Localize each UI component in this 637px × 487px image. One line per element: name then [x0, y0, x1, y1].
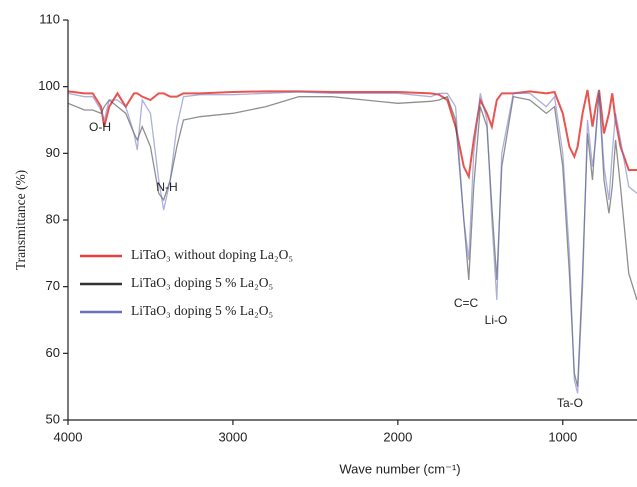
- y-tick-label: 60: [46, 345, 60, 360]
- legend-label: LiTaO₃ doping 5 % La₂O₅: [131, 303, 273, 318]
- legend-label: LiTaO₃ without doping La₂O₅: [131, 247, 293, 262]
- x-tick-label: 2000: [383, 429, 412, 444]
- peak-annotation: C=C: [454, 296, 479, 310]
- y-tick-label: 110: [39, 11, 60, 26]
- legend-label: LiTaO₃ doping 5 % La₂O₅: [131, 275, 273, 290]
- series-line: [68, 89, 637, 181]
- peak-annotation: O-H: [89, 120, 111, 134]
- x-axis-label: Wave number (cm⁻¹): [339, 461, 460, 476]
- series-line: [68, 89, 637, 394]
- peak-annotation: Ta-O: [557, 396, 583, 410]
- x-tick-label: 3000: [218, 429, 247, 444]
- y-tick-label: 80: [46, 211, 60, 226]
- x-tick-label: 4000: [54, 429, 83, 444]
- y-tick-label: 70: [46, 278, 60, 293]
- y-tick-label: 90: [46, 145, 60, 160]
- x-tick-label: 1000: [548, 429, 577, 444]
- y-tick-label: 50: [46, 411, 60, 426]
- y-tick-label: 100: [38, 78, 60, 93]
- peak-annotation: N-H: [156, 180, 177, 194]
- y-axis-label: Transmittance (%): [13, 170, 28, 270]
- peak-annotation: Li-O: [485, 313, 508, 327]
